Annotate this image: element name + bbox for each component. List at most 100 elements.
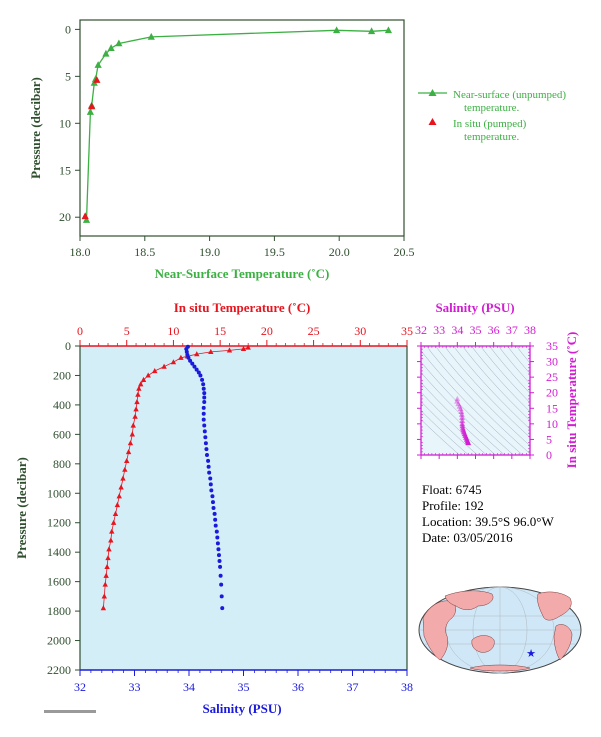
salinity-point	[202, 399, 207, 404]
temperature-point	[194, 351, 200, 357]
pressure-tick-label: 2000	[47, 634, 71, 648]
temperature-point	[135, 391, 141, 397]
salinity-point	[202, 395, 207, 400]
float-position-marker: ★	[526, 648, 536, 660]
temperature-point	[127, 440, 134, 446]
near-surface-y-ticks: 0 5 10 15 20	[59, 22, 80, 224]
ts-density-contour	[516, 346, 530, 364]
temperature-point	[110, 519, 117, 525]
ts-x-tick-label: 36	[488, 323, 500, 337]
ts-y-tick-label: 25	[546, 370, 558, 384]
salinity-point	[218, 564, 223, 569]
ts-density-contour	[498, 346, 530, 385]
near-surface-x-tick-label: 19.5	[264, 245, 285, 259]
temperature-point	[104, 563, 110, 570]
temperature-tick-label: 5	[124, 324, 130, 338]
salinity-point	[206, 464, 211, 469]
salinity-point	[202, 423, 207, 428]
legend-near-surface-text-line1: Near-surface (unpumped)	[453, 89, 566, 101]
salinity-point	[201, 411, 206, 416]
salinity-point	[196, 370, 201, 375]
profile-pressure-ticks: 0 200 400 600 800 1000 1200 1400 1600 1800 2000 220…	[47, 339, 80, 677]
profile-number-text: Profile: 192	[422, 498, 484, 513]
ts-density-contour	[471, 346, 530, 413]
profile-plot-background	[80, 346, 407, 670]
location-map: ★	[418, 586, 582, 674]
salinity-point	[188, 358, 193, 363]
profile-series	[100, 344, 251, 611]
pressure-tick-label: 1000	[47, 486, 71, 500]
in-situ-point	[81, 212, 89, 220]
ts-density-contour	[489, 346, 530, 394]
salinity-point	[210, 494, 215, 499]
temperature-point	[140, 376, 147, 382]
temperature-point	[178, 354, 184, 360]
salinity-point	[202, 429, 207, 434]
near-surface-point	[102, 49, 110, 57]
salinity-tick-label: 37	[347, 680, 359, 694]
near-surface-y-label: Pressure (decibar)	[28, 77, 43, 179]
ts-density-contour	[421, 350, 523, 455]
ts-y-tick-label: 30	[546, 355, 558, 369]
salinity-tick-label: 36	[292, 680, 304, 694]
temperature-point	[240, 345, 247, 352]
near-surface-x-tick-label: 20.5	[394, 245, 415, 259]
salinity-point	[215, 541, 220, 546]
pressure-tick-label: 400	[53, 398, 71, 412]
map-land-antarctica	[469, 664, 531, 672]
temperature-point	[152, 368, 158, 374]
temperature-tick-label: 35	[401, 324, 413, 338]
legend-in-situ-text-line1: In situ (pumped)	[453, 118, 527, 130]
salinity-point	[192, 364, 197, 369]
salinity-point	[217, 559, 222, 564]
temperature-point	[132, 413, 138, 419]
ts-point	[457, 405, 464, 412]
near-surface-x-ticks: 18.0 18.5 19.0 19.5 20.0 20.5	[70, 236, 415, 259]
near-surface-point	[368, 27, 376, 35]
salinity-point	[202, 391, 207, 396]
temperature-point	[170, 359, 177, 365]
near-surface-y-tick-label: 20	[59, 210, 71, 224]
temperature-point	[120, 475, 126, 481]
salinity-point	[215, 535, 220, 540]
temperature-point	[122, 466, 128, 472]
legend-in-situ-text: In situ (pumped) temperature.	[453, 118, 529, 143]
near-surface-series	[81, 26, 393, 223]
salinity-point	[204, 452, 209, 457]
temperature-point	[118, 484, 124, 490]
profile-panel: 0 5 10 15 20 25 30 35 32 33 34 35 36 37 38 0 200 400 600…	[14, 300, 413, 716]
ts-x-tick-label: 38	[524, 323, 536, 337]
ts-density-contours	[421, 346, 530, 455]
salinity-point	[204, 447, 209, 452]
near-surface-point	[94, 61, 102, 68]
salinity-point	[218, 573, 223, 578]
salinity-tick-label: 35	[238, 680, 250, 694]
ts-y-tick-label: 15	[546, 401, 558, 415]
ts-x-tick-label: 32	[415, 323, 427, 337]
temperature-tick-label: 20	[261, 324, 273, 338]
temperature-point	[208, 348, 214, 354]
near-surface-point	[115, 39, 123, 47]
location-text: Location: 39.5°S 96.0°W	[422, 514, 554, 529]
ts-density-contour	[426, 346, 530, 454]
ts-density-contour	[453, 346, 530, 430]
salinity-point	[194, 367, 199, 372]
salinity-point	[200, 377, 205, 382]
ts-point	[456, 403, 463, 409]
ts-point	[459, 414, 465, 420]
ts-y-tick-label: 0	[546, 448, 552, 462]
near-surface-panel: 18.0 18.5 19.0 19.5 20.0 20.5 0 5 10 15 20 Near-S…	[28, 19, 566, 281]
temperature-point	[124, 457, 130, 463]
ts-point	[459, 417, 466, 423]
temperature-point	[226, 347, 233, 353]
map-land	[422, 590, 573, 672]
temperature-tick-label: 30	[354, 324, 366, 338]
near-surface-x-label: Near-Surface Temperature (˚C)	[155, 266, 330, 281]
temperature-point	[100, 605, 107, 611]
salinity-point	[201, 417, 206, 422]
salinity-point	[186, 355, 191, 360]
near-surface-point	[107, 44, 115, 51]
salinity-point	[201, 405, 206, 410]
near-surface-point	[86, 108, 94, 115]
